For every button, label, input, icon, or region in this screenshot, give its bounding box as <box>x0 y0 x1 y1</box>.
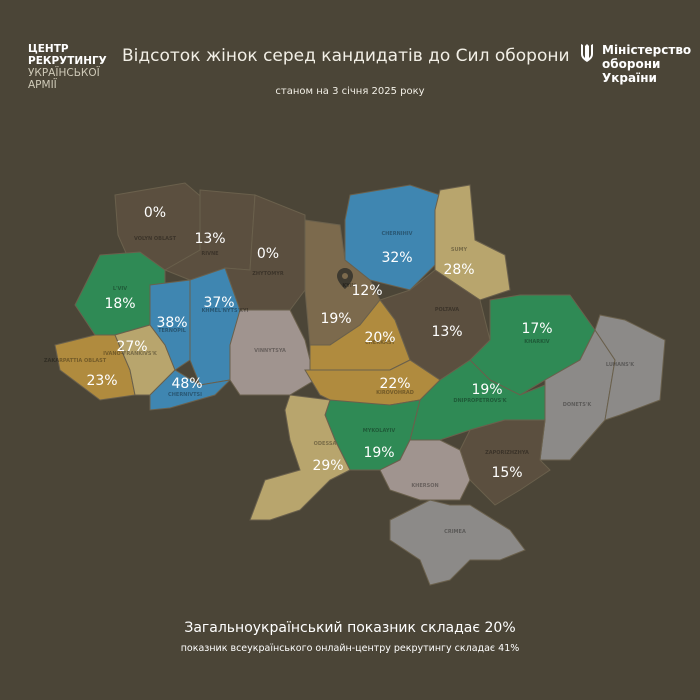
ministry-line: оборони <box>602 57 661 71</box>
region-value-kirovohrad: 22% <box>379 376 410 392</box>
region-name-mykolayiv: MYKOLAYIV <box>363 428 396 434</box>
region-name-poltava: POLTAVA <box>435 307 459 313</box>
region-value-ivano-frankivs-k: 27% <box>116 339 147 355</box>
ministry-line: Міністерство <box>602 43 692 57</box>
region-name-luhans-k: LUHANS'K <box>606 362 635 368</box>
subtitle-text: станом на 3 січня 2025 року <box>275 86 425 97</box>
region-value-l-viv: 18% <box>104 296 135 312</box>
region-name-volyn-oblast: VOLYN OBLAST <box>134 236 177 242</box>
logo-line: УКРАЇНСЬКОЇ <box>28 67 100 79</box>
region-zaporizhzhya <box>459 419 551 506</box>
region-name-ternopil: TERNOPIL <box>158 328 187 334</box>
region-value-rivne: 13% <box>194 231 225 247</box>
region-name-kharkiv: KHARKIV <box>524 339 550 345</box>
ministry-logo: Міністерство оборони України <box>580 43 691 85</box>
region-name-ivano-frankivs-k: IVANO-FRANKIVS'K <box>103 351 158 357</box>
region-value-zaporizhzhya: 15% <box>491 465 522 481</box>
region-value-volyn-oblast: 0% <box>144 205 166 221</box>
region-value-kharkiv: 17% <box>521 321 552 337</box>
region-value-cherkasy: 20% <box>364 330 395 346</box>
region-value-kyiv-oblast: 19% <box>320 311 351 327</box>
logo-line: АРМІЇ <box>28 79 57 91</box>
region-name-donets-k: DONETS'K <box>563 402 593 408</box>
region-sumy <box>434 184 511 301</box>
region-value-poltava: 13% <box>431 324 462 340</box>
location-pin-icon <box>337 268 353 289</box>
logo-line: РЕКРУТИНГУ <box>28 55 107 67</box>
region-name-zhytomyr: ZHYTOMYR <box>252 271 284 277</box>
region-value-mykolayiv: 19% <box>363 445 394 461</box>
region-value-dnipropetrovs-k: 19% <box>471 382 502 398</box>
region-value-khmel-nyts-kyi: 37% <box>203 295 234 311</box>
region-value-zakarpattia-oblast: 23% <box>86 373 117 389</box>
region-name-rivne: RIVNE <box>201 251 219 257</box>
logo-line: ЦЕНТР <box>28 43 69 55</box>
recruiting-center-logo: ЦЕНТР РЕКРУТИНГУ УКРАЇНСЬКОЇ АРМІЇ <box>28 43 107 91</box>
region-name-cherkasy: CHERKASY <box>365 340 395 346</box>
region-name-zakarpattia-oblast: ZAKARPATTIA OBLAST <box>44 358 107 364</box>
region-value-chernihiv: 32% <box>381 250 412 266</box>
trident-icon <box>581 44 593 62</box>
region-name-kyiv: KYIV <box>342 283 355 289</box>
region-name-zaporizhzhya: ZAPORIZHZHYA <box>485 450 529 456</box>
region-name-vinnytsya: VINNYTSYA <box>254 348 286 354</box>
region-name-chernivtsi: CHERNIVTSI <box>168 392 202 398</box>
region-value-kyiv: 12% <box>351 283 382 299</box>
region-name-dnipropetrovs-k: DNIPROPETROVS'K <box>453 398 507 404</box>
region-kherson <box>379 439 471 501</box>
region-name-sumy: SUMY <box>451 247 468 253</box>
region-name-odessa: ODESSA <box>314 441 337 447</box>
region-value-ternopil: 38% <box>156 315 187 331</box>
region-name-khmel-nyts-kyi: KHMEL'NYTS'KYI <box>202 308 249 314</box>
region-chernivtsi <box>149 369 232 411</box>
region-name-crimea: CRIMEA <box>444 529 466 535</box>
region-name-kirovohrad: KIROVOHRAD <box>376 390 414 396</box>
region-name-kherson: KHERSON <box>411 483 438 489</box>
region-odessa <box>249 394 351 521</box>
region-luhans-k <box>594 314 666 421</box>
region-value-odessa: 29% <box>312 458 343 474</box>
ministry-line: України <box>602 71 657 85</box>
page-subtitle: станом на 3 січня 2025 року <box>0 86 700 97</box>
region-crimea <box>389 499 526 586</box>
region-value-sumy: 28% <box>443 262 474 278</box>
region-value-chernivtsi: 48% <box>171 376 202 392</box>
region-value-zhytomyr: 0% <box>257 246 279 262</box>
region-name-l-viv: L'VIV <box>113 286 127 292</box>
page-title: Відсоток жінок серед кандидатів до Сил о… <box>122 46 570 66</box>
national-rate: Загальноукраїнський показник складає 20% <box>184 620 516 636</box>
online-center-rate: показник всеукраїнського онлайн-центру р… <box>180 643 520 654</box>
region-name-chernihiv: CHERNIHIV <box>381 231 412 237</box>
